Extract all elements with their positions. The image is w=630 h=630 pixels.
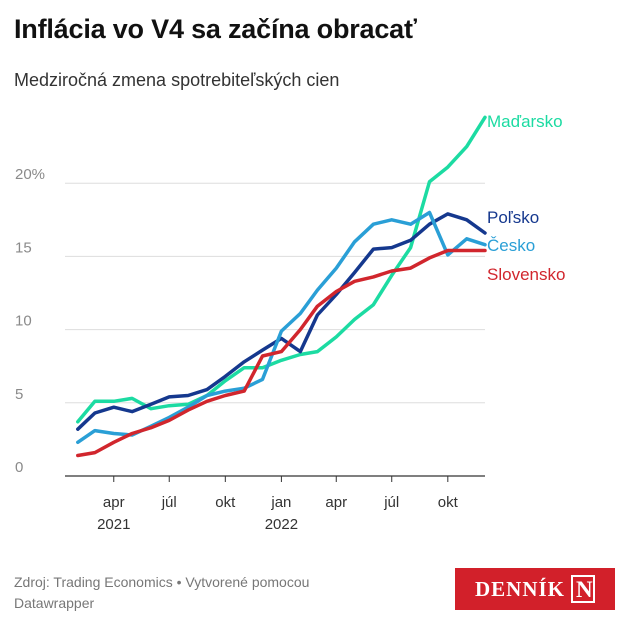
chart-subtitle: Medziročná zmena spotrebiteľských cien bbox=[14, 70, 340, 90]
x-tick-label: júl bbox=[383, 494, 399, 511]
series-line-Poľsko bbox=[76, 212, 487, 431]
x-tick-year: 2021 bbox=[97, 516, 130, 533]
x-tick-label: apr bbox=[325, 494, 347, 511]
y-tick-label: 0 bbox=[15, 459, 23, 476]
series-lines bbox=[76, 115, 487, 458]
y-axis-ticks: 0 5 10 15 20% bbox=[15, 166, 45, 476]
series-label: Slovensko bbox=[487, 265, 565, 284]
y-tick-label: 5 bbox=[15, 386, 23, 403]
chart-title: Inflácia vo V4 sa začína obracať bbox=[14, 14, 417, 44]
x-tick-label: okt bbox=[438, 494, 459, 511]
logo-text: DENNÍK bbox=[474, 576, 565, 601]
x-tick-label: apr bbox=[103, 494, 125, 511]
y-tick-label: 20% bbox=[15, 166, 45, 183]
series-label: Maďarsko bbox=[487, 112, 563, 131]
x-tick-label: jan bbox=[270, 494, 291, 511]
source-note: Zdroj: Trading Economics • Vytvorené pom… bbox=[14, 574, 310, 611]
dennik-n-logo[interactable]: DENNÍK N bbox=[455, 568, 615, 610]
x-axis-ticks: apr 2021 júl okt jan 2022 apr júl okt bbox=[97, 476, 459, 533]
logo-mark-letter: N bbox=[576, 577, 593, 602]
logo-mark: N bbox=[571, 575, 595, 603]
y-tick-label: 10 bbox=[15, 313, 32, 330]
x-tick-label: okt bbox=[215, 494, 236, 511]
grid-lines bbox=[65, 182, 485, 477]
series-labels: Maďarsko Poľsko Česko Slovensko bbox=[487, 112, 565, 284]
series-line-Maďarsko bbox=[76, 115, 487, 424]
series-label: Poľsko bbox=[487, 208, 539, 227]
y-tick-label: 15 bbox=[15, 239, 32, 256]
series-line-Slovensko bbox=[76, 248, 487, 458]
x-tick-year: 2022 bbox=[265, 516, 298, 533]
series-label: Česko bbox=[487, 236, 535, 255]
x-tick-label: júl bbox=[161, 494, 177, 511]
